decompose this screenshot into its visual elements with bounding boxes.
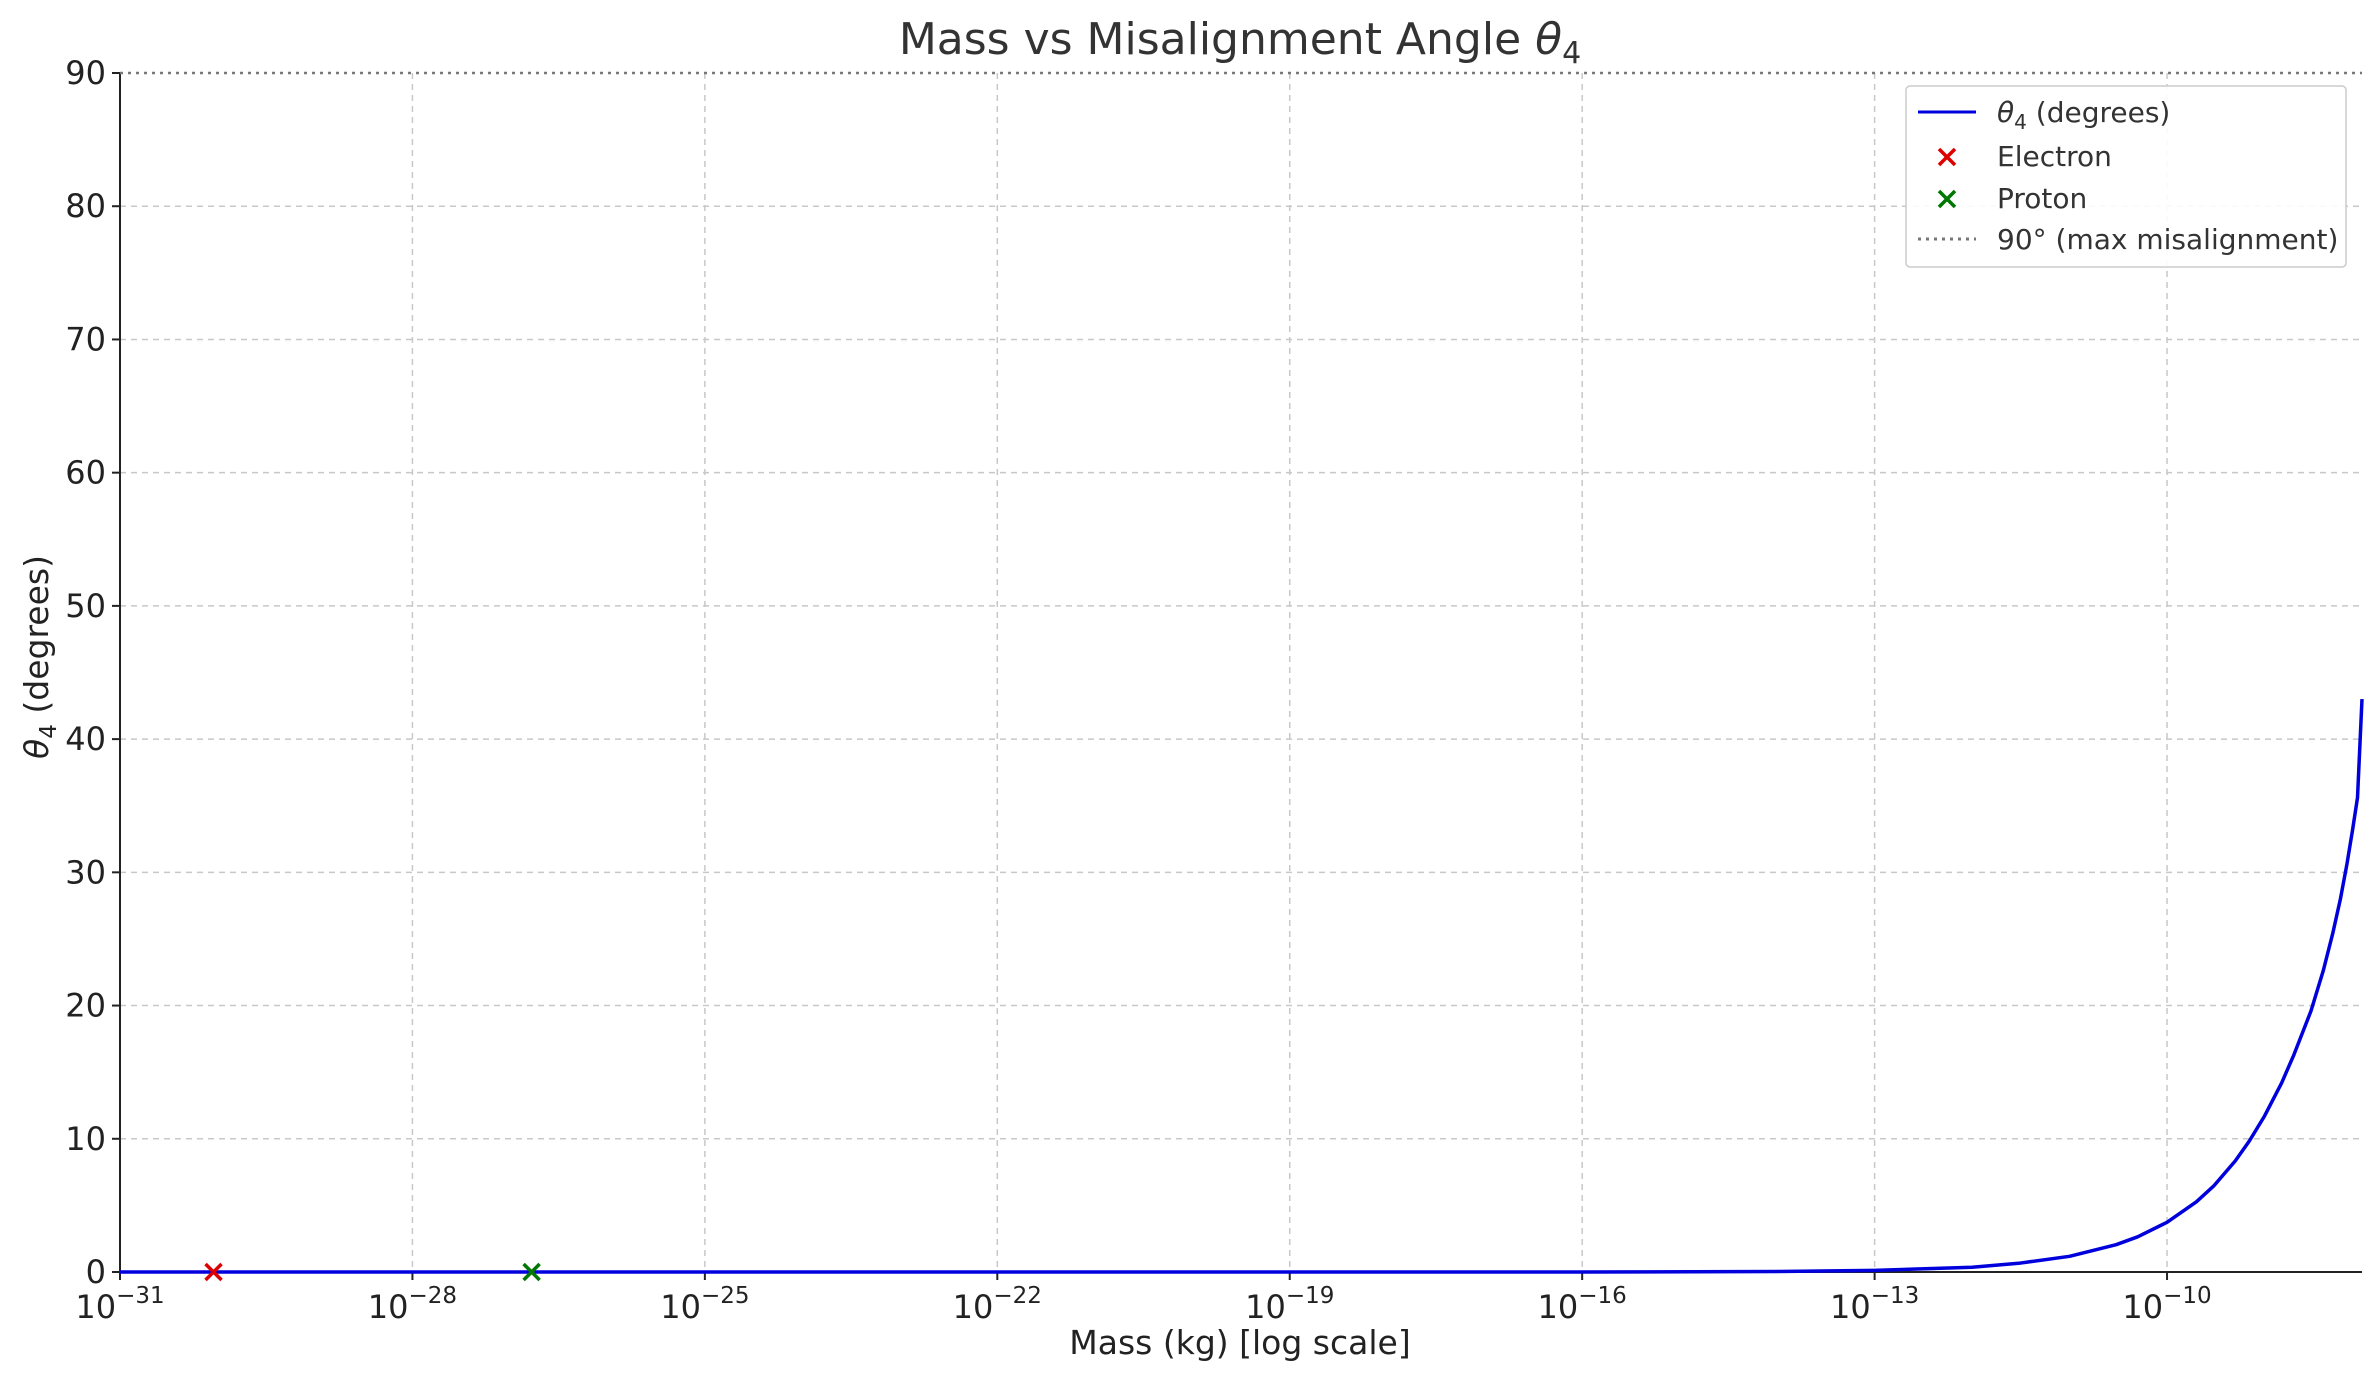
x-tick-label: 10−25 (660, 1283, 749, 1326)
y-tick-label: 10 (65, 1120, 106, 1158)
chart-title-subscript: 4 (1562, 36, 1581, 71)
electron-marker (204, 1262, 223, 1282)
legend-proton-x (1937, 189, 1957, 209)
chart-title: Mass vs Misalignment Angle θ4 (899, 14, 1581, 71)
proton-marker (522, 1262, 541, 1282)
y-tick-label: 70 (65, 320, 106, 358)
legend-label-theta-suffix: (degrees) (2027, 96, 2170, 129)
legend-label-max-misalignment: 90° (max misalignment) (1997, 223, 2338, 256)
theta-series-line (120, 699, 2364, 1274)
y-tick-label: 80 (65, 187, 106, 225)
legend-label-theta-symbol: θ (1997, 96, 2014, 129)
x-tick-label: 10−16 (1538, 1283, 1627, 1326)
legend-swatch-electron-marker (1937, 147, 1957, 167)
legend-frame (1905, 85, 2347, 268)
y-tick-label: 90 (65, 54, 106, 92)
x-tick-label: 10−13 (1830, 1283, 1919, 1326)
y-axis-label-suffix: (degrees) (17, 555, 56, 724)
legend-label-electron: Electron (1997, 140, 2112, 173)
y-tick-label: 40 (65, 720, 106, 758)
chart-title-symbol: θ (1535, 14, 1562, 65)
legend-label-theta: θ4 (degrees) (1997, 96, 2170, 134)
y-tick-label: 50 (65, 587, 106, 625)
legend-label-proton: Proton (1997, 182, 2087, 215)
x-tick-label: 10−19 (1245, 1283, 1334, 1326)
x-tick-label: 10−22 (953, 1283, 1042, 1326)
y-axis-label-symbol: θ (17, 739, 56, 759)
legend-label-theta-subscript: 4 (2014, 110, 2027, 134)
y-axis-label-subscript: 4 (36, 724, 62, 739)
legend-electron-x (1937, 147, 1957, 167)
y-tick-label: 20 (65, 987, 106, 1025)
x-tick-label: 10−28 (368, 1283, 457, 1326)
y-tick-label: 60 (65, 454, 106, 492)
x-axis-label: Mass (kg) [log scale] (1069, 1323, 1410, 1362)
legend: θ4 (degrees) Electron Proton 90° (max mi… (1905, 85, 2347, 268)
chart-title-prefix: Mass vs Misalignment Angle (899, 14, 1535, 65)
grid-layer (120, 73, 2362, 1272)
legend-swatch-proton-marker (1937, 189, 1957, 209)
x-tick-label: 10−31 (75, 1283, 164, 1326)
y-tick-label: 30 (65, 853, 106, 891)
series-layer (120, 71, 2364, 1282)
x-tick-label: 10−10 (2122, 1283, 2211, 1326)
y-axis-label: θ4 (degrees) (17, 555, 62, 759)
y-tick-label: 0 (86, 1253, 106, 1291)
